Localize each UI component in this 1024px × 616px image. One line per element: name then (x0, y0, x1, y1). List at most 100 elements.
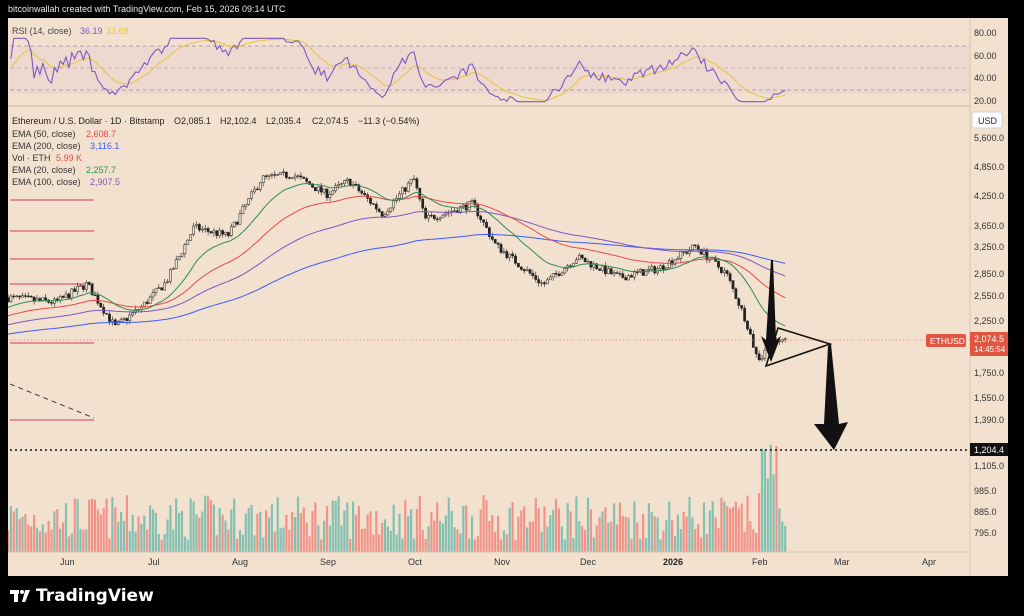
candle-body (691, 244, 694, 251)
volume-bar (636, 522, 639, 552)
candle-body (267, 174, 271, 177)
volume-bar (491, 515, 494, 552)
candle-body (238, 213, 242, 225)
candle-body (575, 259, 578, 264)
volume-bar (53, 511, 56, 552)
triangle-pattern[interactable] (761, 260, 848, 450)
volume-bar (50, 529, 53, 552)
candle-body (525, 269, 529, 272)
tradingview-logo[interactable]: TradingView (10, 586, 154, 606)
volume-bar (772, 474, 775, 552)
time-axis[interactable]: Jun Jul Aug Sep Oct Nov Dec 2026 Feb Mar… (60, 557, 936, 567)
candle-body (496, 242, 500, 245)
candle-body (560, 272, 564, 276)
candle-body (482, 219, 485, 223)
ohlc-high: H2,102.4 (220, 116, 257, 126)
currency-button[interactable] (971, 111, 1003, 129)
volume-bar (711, 501, 714, 552)
candle-body (206, 228, 210, 232)
candle-body (467, 201, 471, 211)
rsi-value: 36.19 (80, 26, 103, 36)
volume-bar (70, 533, 73, 552)
volume-bar (743, 531, 746, 552)
price-tick: 885.0 (974, 507, 997, 517)
volume-bar (572, 537, 575, 552)
price-tick: 1,390.0 (974, 415, 1004, 425)
legend-vol-label: Vol · ETH (12, 153, 51, 163)
candle-body (122, 318, 126, 320)
candle-body (511, 253, 514, 257)
volume-bar (430, 511, 433, 552)
volume-bar (717, 528, 720, 552)
candle-body (517, 263, 520, 268)
volume-bar (705, 534, 708, 552)
symbol-tag-text: ETHUSD (930, 336, 965, 346)
candle-body (609, 268, 613, 275)
volume-bar (35, 527, 39, 552)
candle-body (453, 210, 456, 212)
volume-bar (366, 514, 369, 552)
volume-bar (375, 511, 378, 552)
candle-body (676, 258, 680, 261)
legend-ema20-label: EMA (20, close) (12, 165, 76, 175)
volume-bar (175, 498, 178, 552)
footer-bar: TradingView (0, 576, 1024, 616)
rsi-line (10, 37, 786, 103)
candle-body (760, 357, 764, 361)
volume-bar (415, 508, 418, 552)
volume-bar (482, 495, 485, 552)
time-label: Apr (922, 557, 936, 567)
candle-body (380, 211, 384, 217)
candle-body (105, 313, 108, 315)
candle-body (650, 266, 654, 270)
volume-bar (720, 497, 723, 552)
volume-bar (331, 500, 334, 552)
candle-body (647, 268, 651, 271)
volume-bar (447, 497, 450, 552)
volume-bar (673, 535, 677, 552)
volume-bar (668, 501, 671, 552)
volume-bar (671, 520, 674, 552)
candle-body (229, 226, 233, 236)
volume-bar (323, 520, 326, 552)
volume-bar (497, 515, 500, 552)
candle-body (316, 186, 320, 192)
candle-body (728, 273, 732, 281)
volume-bar (584, 530, 587, 552)
candle-body (673, 259, 677, 265)
dashed-trendline[interactable] (9, 383, 95, 419)
candle-body (479, 215, 483, 221)
volume-bar (523, 506, 526, 552)
candle-body (343, 180, 346, 184)
legend-ema50-value: 2,608.7 (86, 129, 116, 139)
candle-body (383, 214, 387, 217)
price-axis[interactable]: USD 5,600.0 4,850.0 4,250.0 3,650.0 3,25… (926, 111, 1008, 538)
price-tick: 5,600.0 (974, 133, 1004, 143)
volume-bar (204, 495, 207, 552)
volume-bar (30, 526, 33, 552)
breakdown-arrow-icon[interactable] (814, 344, 848, 450)
volume-bar (407, 515, 410, 552)
attribution-bar: bitcoinwallah created with TradingView.c… (0, 0, 1024, 18)
candle-body (299, 175, 303, 178)
candle-body (702, 250, 706, 255)
ema-100-line (7, 210, 786, 326)
candle-body (421, 198, 425, 209)
volume-bar (427, 526, 430, 552)
candle-body (444, 212, 448, 216)
volume-bar (56, 508, 59, 552)
candle-body (430, 215, 433, 217)
candle-body (256, 188, 259, 191)
volume-bar (639, 538, 642, 552)
candle-body (279, 172, 282, 175)
flagpole-arrow-icon[interactable] (761, 260, 781, 362)
chart-canvas[interactable]: RSI (14, close) 36.19 33.68 80.00 60.00 … (6, 18, 1008, 576)
volume-bar (151, 509, 155, 552)
volume-bar (700, 537, 703, 552)
volume-bar (537, 507, 540, 552)
candle-body (21, 295, 24, 298)
candle-body (258, 182, 262, 190)
chart-panel[interactable]: RSI (14, close) 36.19 33.68 80.00 60.00 … (6, 18, 1008, 576)
candle-body (200, 228, 204, 231)
